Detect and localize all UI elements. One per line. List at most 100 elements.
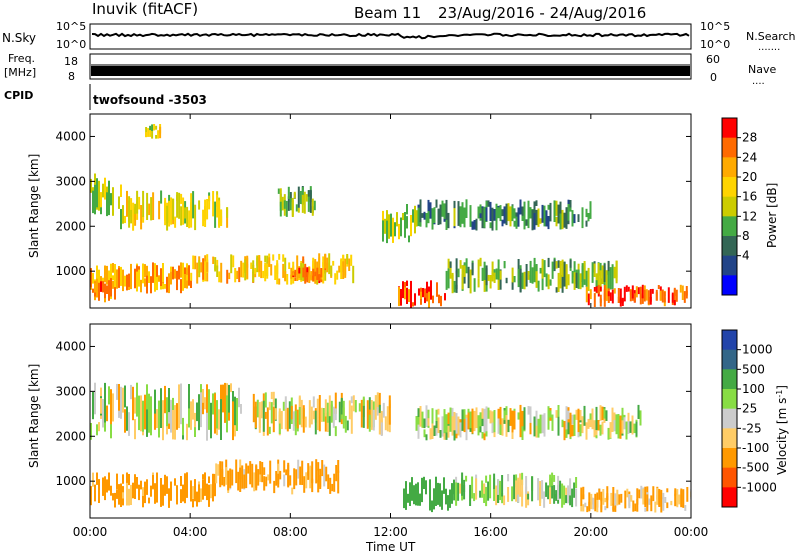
power-cell: [291, 197, 294, 217]
y-tick-label: 4000: [55, 129, 86, 143]
power-cell: [170, 266, 172, 272]
power-cell: [285, 200, 288, 217]
power-cell: [302, 267, 305, 278]
power-cell: [673, 287, 676, 296]
velocity-cell: [335, 465, 338, 482]
velocity-cell: [263, 467, 266, 475]
power-cell: [547, 274, 550, 290]
velocity-cell: [421, 483, 423, 499]
noise-left-tick-bottom: 10^0: [56, 38, 86, 51]
velocity-cell: [334, 392, 337, 414]
velocity-cell: [314, 410, 317, 435]
power-cell: [565, 207, 568, 229]
power-cell: [120, 184, 122, 197]
velocity-cell: [531, 476, 534, 502]
velocity-cell: [517, 477, 520, 495]
power-cell: [151, 127, 154, 139]
velocity-cell: [96, 472, 98, 485]
power-cell: [114, 287, 116, 300]
power-cell: [184, 207, 187, 219]
power-cell: [553, 259, 556, 272]
velocity-cell: [225, 467, 228, 485]
velocity-cell: [441, 416, 444, 437]
velocity-cell: [481, 432, 484, 439]
velocity-cell: [469, 484, 472, 506]
power-cell: [617, 296, 620, 303]
velocity-cell: [652, 486, 655, 502]
velocity-cell: [126, 482, 128, 506]
velocity-cell: [662, 492, 665, 511]
velocity-cell: [269, 460, 272, 484]
velocity-cell: [124, 385, 126, 408]
colorbar-swatch: [722, 157, 737, 178]
velocity-cell: [686, 487, 689, 502]
velocity-cell: [411, 477, 413, 501]
power-cell: [106, 192, 108, 217]
power-cell: [176, 194, 179, 201]
power-cell: [573, 272, 576, 290]
velocity-cell: [629, 421, 632, 433]
power-cell: [621, 297, 624, 303]
power-cell: [206, 199, 209, 220]
power-cell: [104, 283, 106, 299]
power-cell: [459, 260, 462, 269]
nave-right-tick-top: 60: [706, 53, 720, 66]
power-cell: [138, 269, 140, 287]
power-cell: [164, 202, 167, 218]
velocity-cell: [136, 477, 138, 489]
velocity-cell: [604, 497, 607, 503]
velocity-cell: [429, 479, 431, 486]
velocity-cell: [639, 410, 642, 426]
velocity-cell: [106, 479, 108, 493]
power-cell: [108, 187, 110, 196]
velocity-cell: [259, 461, 262, 475]
power-cell: [346, 254, 349, 265]
velocity-cell: [588, 492, 591, 510]
velocity-cell: [449, 489, 451, 508]
velocity-cell: [415, 484, 417, 491]
power-cell: [449, 261, 452, 268]
velocity-cell: [521, 491, 524, 507]
power-cell: [303, 191, 306, 214]
power-cell: [158, 200, 161, 220]
power-cell: [283, 200, 286, 209]
power-cell: [198, 260, 201, 278]
velocity-cell: [601, 406, 604, 421]
velocity-cell: [214, 393, 216, 434]
velocity-cell: [102, 399, 104, 428]
velocity-cell: [368, 414, 371, 432]
power-cell: [553, 200, 556, 222]
power-cell: [96, 178, 98, 208]
velocity-cell: [295, 469, 298, 486]
power-cell: [525, 264, 528, 287]
velocity-cell: [455, 482, 458, 506]
power-cell: [489, 201, 492, 221]
velocity-cell: [559, 480, 562, 495]
velocity-cell: [517, 412, 520, 420]
power-cell: [569, 200, 572, 208]
velocity-cell: [260, 401, 263, 419]
y-tick-label: 2000: [55, 429, 86, 443]
velocity-cell: [340, 397, 343, 415]
power-cell: [208, 195, 211, 210]
power-cell: [159, 126, 162, 139]
velocity-cell: [509, 408, 512, 426]
y-tick-label: 3000: [55, 174, 86, 188]
power-cell: [497, 259, 500, 280]
velocity-cell: [274, 408, 277, 420]
velocity-cell: [182, 484, 184, 502]
velocity-cell: [431, 500, 433, 513]
velocity-cell: [586, 506, 589, 513]
power-y-ticks: 1000 2000 3000 4000: [55, 129, 691, 278]
velocity-cell: [451, 416, 454, 436]
velocity-cell: [551, 472, 554, 486]
power-cell: [447, 258, 450, 271]
velocity-colorbar: 1000 500 100 25 -25 -100 -500 -1000 Velocity [m…: [721, 329, 789, 508]
power-cell: [473, 278, 476, 292]
power-cell: [344, 258, 347, 278]
velocity-cell: [146, 384, 148, 410]
velocity-cell: [290, 405, 293, 420]
power-cell: [575, 272, 578, 288]
velocity-cell: [485, 406, 488, 432]
power-cell: [643, 289, 646, 302]
